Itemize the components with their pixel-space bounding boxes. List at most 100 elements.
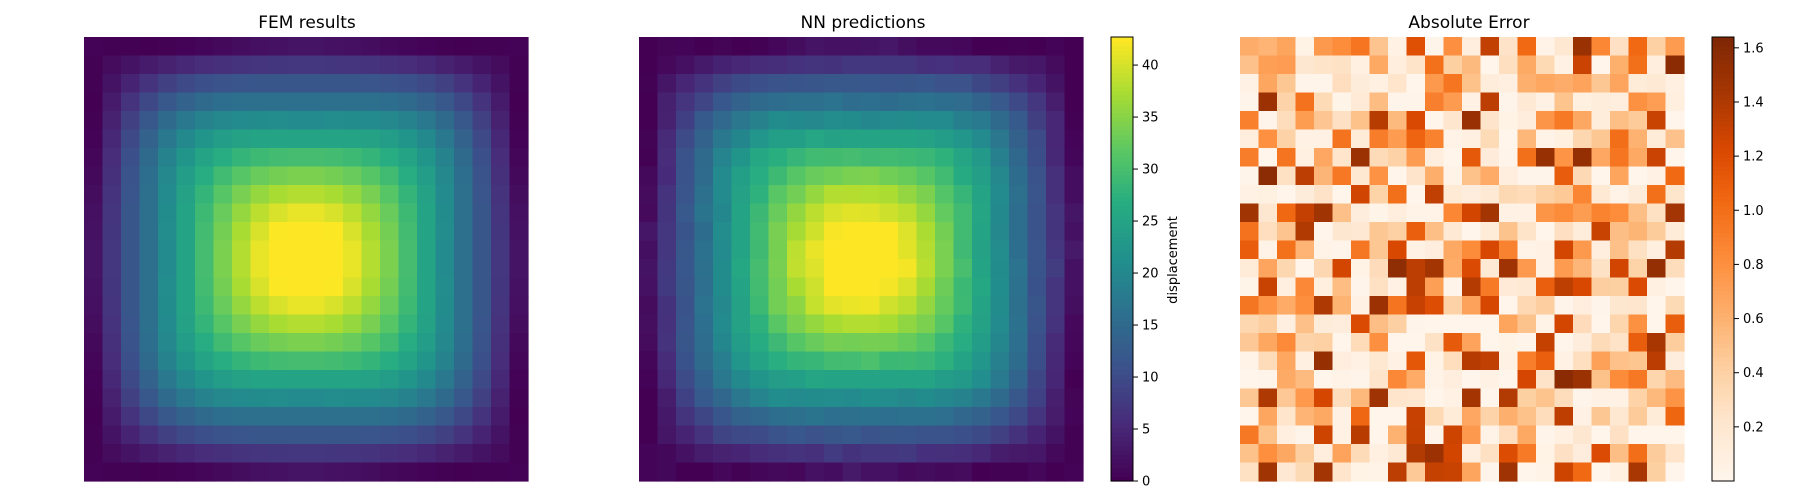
nn-cell [1064, 296, 1084, 316]
error-cell [1258, 37, 1278, 57]
nn-cell [990, 314, 1010, 334]
fem-cell [176, 462, 196, 482]
error-cell [1351, 203, 1371, 223]
fem-cell [158, 166, 178, 186]
error-cell [1462, 296, 1482, 316]
colorbar-error-gradient-step [1712, 250, 1734, 256]
fem-cell [158, 55, 178, 75]
error-cell [1240, 462, 1260, 482]
fem-cell [380, 129, 400, 149]
nn-cell [916, 425, 936, 445]
nn-cell [972, 92, 992, 112]
error-cell [1517, 92, 1537, 112]
error-cell [1554, 388, 1574, 408]
error-cell [1406, 314, 1426, 334]
fem-cell [343, 444, 363, 464]
nn-cell [935, 185, 955, 205]
error-cell [1517, 314, 1537, 334]
error-cell [1240, 425, 1260, 445]
fem-cell [213, 148, 233, 168]
nn-cell [824, 92, 844, 112]
error-cell [1443, 296, 1463, 316]
colorbar-displacement-label: displacement [1166, 216, 1181, 304]
fem-cell [250, 314, 270, 334]
nn-cell [953, 462, 973, 482]
fem-cell [195, 444, 215, 464]
error-cell [1425, 74, 1445, 94]
fem-cell [306, 296, 326, 316]
error-cell [1425, 425, 1445, 445]
fem-cell [213, 351, 233, 371]
error-cell [1665, 203, 1685, 223]
nn-cell [953, 92, 973, 112]
error-cell [1388, 296, 1408, 316]
colorbar-error-gradient-step [1712, 432, 1734, 438]
colorbar-error-gradient-step [1712, 201, 1734, 207]
fem-cell [158, 370, 178, 390]
error-cell [1480, 314, 1500, 334]
error-cell [1628, 222, 1648, 242]
error-cell [1295, 240, 1315, 260]
nn-cell [953, 370, 973, 390]
colorbar-error-gradient-step [1712, 370, 1734, 376]
colorbar-error-gradient-step [1712, 161, 1734, 167]
nn-cell [824, 351, 844, 371]
error-cell [1332, 388, 1352, 408]
error-cell [1369, 92, 1389, 112]
fem-cell [324, 314, 344, 334]
fem-cell [361, 203, 381, 223]
fem-cell [454, 370, 474, 390]
error-cell [1536, 370, 1556, 390]
nn-cell [787, 314, 807, 334]
error-cell [1351, 240, 1371, 260]
colorbar-displacement-gradient-step [1111, 245, 1133, 251]
nn-cell [805, 92, 825, 112]
fem-cell [250, 388, 270, 408]
error-cell [1240, 351, 1260, 371]
nn-cell [805, 444, 825, 464]
fem-cell [84, 166, 104, 186]
fem-cell [417, 111, 437, 131]
error-cell [1554, 55, 1574, 75]
nn-cell [639, 74, 659, 94]
error-cell [1277, 185, 1297, 205]
nn-cell [972, 166, 992, 186]
fem-cell [398, 92, 418, 112]
colorbar-error-gradient-step [1712, 121, 1734, 127]
nn-cell [990, 462, 1010, 482]
fem-cell [472, 111, 492, 131]
fem-cell [195, 462, 215, 482]
colorbar-error-gradient-step [1712, 401, 1734, 407]
nn-cell [990, 111, 1010, 131]
error-cell [1554, 111, 1574, 131]
nn-cell [1027, 444, 1047, 464]
fem-cell [398, 148, 418, 168]
colorbar-displacement-gradient-step [1111, 41, 1133, 47]
nn-cell [1027, 148, 1047, 168]
error-cell [1351, 407, 1371, 427]
nn-cell [1064, 185, 1084, 205]
fem-cell [509, 148, 529, 168]
nn-cell [768, 388, 788, 408]
colorbar-displacement-gradient-step [1111, 267, 1133, 273]
fem-cell [176, 425, 196, 445]
nn-cell [676, 92, 696, 112]
error-cell [1647, 222, 1667, 242]
nn-cell [676, 333, 696, 353]
error-cell [1665, 166, 1685, 186]
error-cell [1647, 37, 1667, 57]
fem-cell [213, 111, 233, 131]
fem-cell [380, 296, 400, 316]
nn-cell [824, 148, 844, 168]
colorbar-displacement-gradient-step [1111, 76, 1133, 82]
nn-cell [842, 425, 862, 445]
fem-cell [306, 259, 326, 279]
colorbar-error-gradient-step [1712, 130, 1734, 136]
nn-cell [1027, 314, 1047, 334]
error-cell [1277, 370, 1297, 390]
colorbar-error-gradient-step [1712, 405, 1734, 411]
error-cell [1554, 333, 1574, 353]
nn-cell [990, 240, 1010, 260]
fem-cell [324, 333, 344, 353]
fem-cell [435, 111, 455, 131]
